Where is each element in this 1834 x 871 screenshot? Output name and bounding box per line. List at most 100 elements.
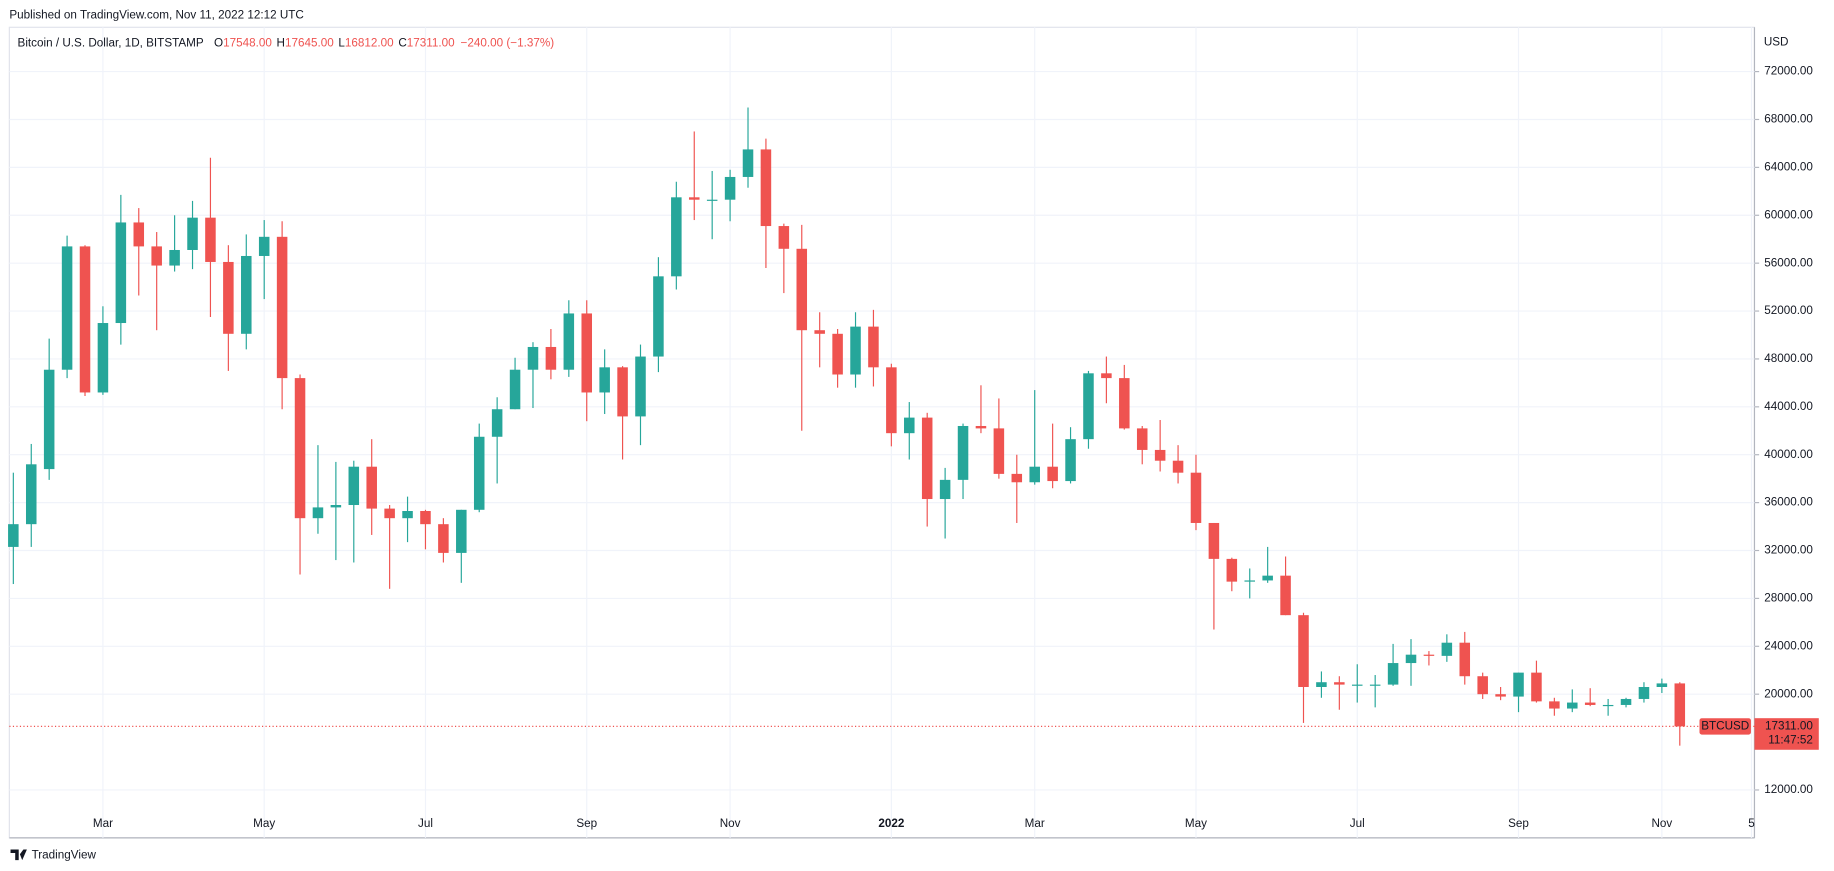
candle-body [8, 524, 19, 547]
y-tick-label: 36000.00 [1764, 496, 1813, 509]
candle-body [438, 524, 449, 553]
candle-body [653, 276, 664, 357]
x-tick-label: Jul [1350, 817, 1365, 830]
candle-body [1423, 654, 1435, 656]
y-tick-label: 60000.00 [1764, 208, 1813, 221]
candle-body [939, 479, 951, 500]
candle-body [868, 326, 879, 368]
candle-body [205, 217, 216, 262]
candle-body [1334, 682, 1345, 685]
ohlc-value: 17548.00 [223, 37, 272, 50]
candle-body [491, 409, 503, 437]
y-tick-label: 20000.00 [1764, 687, 1813, 700]
last-price-label: 17311.00 [1765, 719, 1813, 732]
candle-body [1441, 642, 1453, 656]
candle-body [1674, 683, 1686, 727]
countdown-label: 11:47:52 [1768, 734, 1813, 747]
candle-body [1154, 449, 1166, 461]
y-tick-label: 48000.00 [1764, 352, 1813, 365]
candle-body [1190, 472, 1202, 523]
candle-body [904, 417, 915, 434]
candle-body [151, 246, 162, 266]
y-tick-label: 64000.00 [1764, 160, 1813, 173]
candle-body [330, 505, 342, 508]
candle-body [527, 346, 539, 370]
symbol-label: BTCUSD [1701, 719, 1749, 732]
axes: 12000.00 20000.00 24000.00 28000.00 32000.00… [93, 65, 1814, 830]
candle-body [1136, 428, 1148, 450]
candle-body [187, 217, 198, 250]
x-tick-label: May [1185, 817, 1207, 830]
candle-body [366, 466, 377, 509]
x-tick-label: 5 [1748, 817, 1755, 830]
y-tick-label: 40000.00 [1764, 448, 1813, 461]
candle-body [563, 313, 575, 370]
x-tick-label: Mar [93, 817, 113, 830]
y-tick-label: 12000.00 [1764, 783, 1813, 796]
candle-body [1656, 683, 1668, 687]
candle-body [1638, 686, 1650, 699]
candle-body [1459, 642, 1471, 677]
x-tick-label: Jul [418, 817, 433, 830]
candle-body [599, 367, 610, 393]
y-tick-label: 52000.00 [1764, 304, 1813, 317]
candle-body [1244, 580, 1256, 582]
x-tick-label: 2022 [878, 817, 905, 830]
candle-body [294, 378, 306, 519]
candle-body [921, 417, 933, 500]
candle-body [1567, 702, 1578, 709]
logo-icon [10, 849, 27, 861]
chart-title: Bitcoin / U.S. Dollar, 1D, BITSTAMP [18, 37, 204, 50]
candle-body [473, 436, 485, 510]
y-tick-label: 32000.00 [1764, 544, 1813, 557]
y-tick-label: 68000.00 [1764, 113, 1813, 126]
ohlc-key: H [277, 37, 285, 50]
candle-body [312, 507, 324, 519]
candle-body [1083, 373, 1094, 440]
candle-body [1549, 701, 1560, 709]
candle-body [276, 236, 288, 379]
candle-body [975, 425, 987, 429]
candle-body [1387, 663, 1399, 685]
candles [8, 107, 1686, 746]
ohlc-key: C [398, 37, 406, 50]
x-tick-label: Sep [1508, 817, 1529, 830]
candle-body [25, 464, 37, 525]
candle-body [617, 367, 628, 417]
candle-body [760, 149, 772, 227]
candle-body [957, 425, 969, 480]
y-tick-label: 24000.00 [1764, 639, 1813, 652]
candle-body [1208, 522, 1220, 559]
candle-body [509, 369, 521, 410]
candle-body [241, 255, 252, 334]
candle-body [43, 369, 55, 470]
candle-body [1065, 439, 1076, 482]
candle-body [1280, 575, 1291, 616]
candle-body [706, 199, 718, 201]
candle-body [456, 509, 467, 553]
currency-label: USD [1764, 36, 1789, 49]
candle-body [1351, 684, 1363, 686]
candle-body [796, 248, 808, 331]
candle-body [635, 356, 646, 417]
candle-body [1262, 575, 1273, 581]
candle-body [1029, 466, 1040, 483]
ohlc-key: L [338, 37, 345, 50]
candle-body [1602, 704, 1614, 707]
candle-body [545, 346, 557, 370]
footer-brand: TradingView [32, 848, 97, 861]
y-tick-label: 56000.00 [1764, 256, 1813, 269]
x-tick-label: Sep [576, 817, 597, 830]
y-tick-label: 44000.00 [1764, 400, 1813, 413]
candle-body [742, 149, 754, 177]
candle-body [886, 367, 897, 434]
candle-body [832, 333, 843, 375]
candle-body [688, 197, 700, 200]
candle-body [724, 176, 736, 200]
candle-body [1584, 702, 1596, 705]
ohlc-key: O [214, 37, 223, 50]
footer-logo: TradingView [10, 848, 97, 861]
published-note: Published on TradingView.com, Nov 11, 20… [9, 9, 304, 22]
